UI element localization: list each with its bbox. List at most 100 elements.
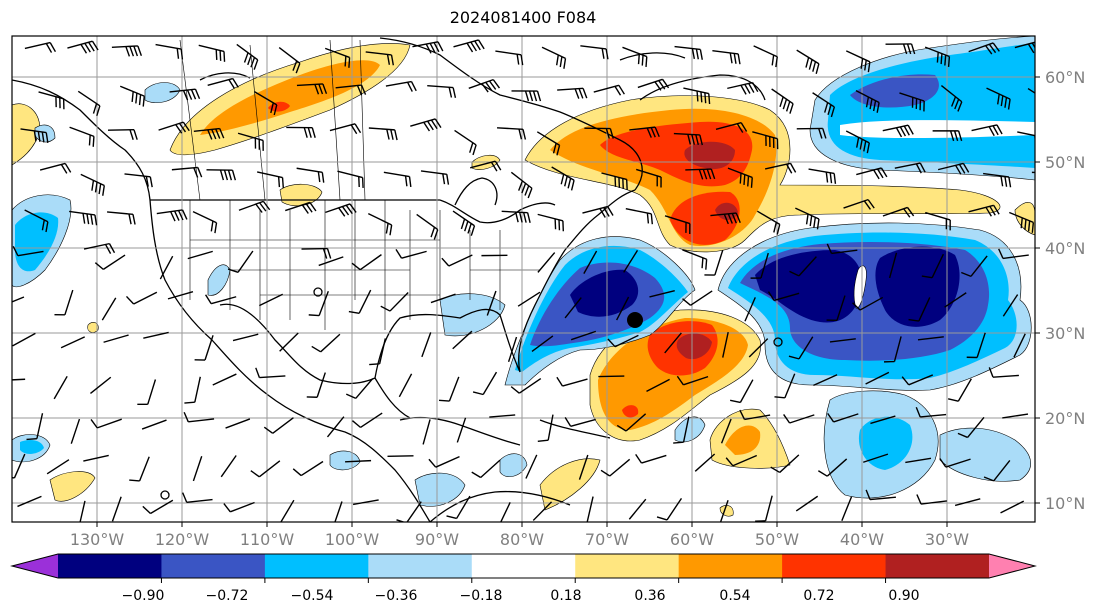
wind-barb-staff	[510, 171, 533, 189]
wind-barb-feather	[292, 468, 302, 477]
wind-barb-feather	[750, 177, 753, 188]
wind-barb-staff	[67, 40, 93, 49]
wind-barb-feather	[876, 102, 880, 113]
colorbar-segment	[161, 554, 266, 578]
wind-barb-feather	[735, 212, 741, 223]
wind-barb-feather	[1050, 173, 1053, 183]
wind-barb-staff	[416, 213, 439, 231]
wind-barb-staff	[541, 46, 566, 60]
wind-barb-feather	[906, 43, 912, 55]
wind-barb-staff	[69, 126, 95, 138]
wind-barb-staff	[764, 495, 773, 521]
wind-barb-staff	[918, 297, 931, 322]
wind-barb-staff	[468, 78, 494, 89]
wind-barb-feather	[452, 87, 457, 98]
wind-barb-staff	[39, 162, 66, 171]
wind-barb-feather	[255, 367, 261, 378]
wind-barb-feather	[84, 42, 91, 53]
wind-barb-staff	[547, 414, 554, 441]
wind-barb-feather	[555, 54, 559, 66]
wind-barb-feather	[215, 49, 218, 60]
wind-barb-staff	[517, 291, 541, 307]
wind-barb-feather	[957, 130, 963, 142]
wind-barb-feather	[957, 101, 963, 112]
wind-barb-feather	[785, 101, 791, 112]
wind-barb-staff	[335, 84, 362, 89]
wind-barb-staff	[401, 250, 427, 259]
wind-barb-feather	[903, 125, 910, 136]
wind-barb-feather	[26, 437, 37, 441]
wind-barb-feather	[1007, 99, 1011, 110]
wind-barb-staff	[167, 291, 194, 300]
wind-barb-feather	[231, 169, 237, 181]
wind-barb-feather	[556, 145, 561, 156]
wind-barb-feather	[259, 202, 267, 212]
wind-barb-feather	[779, 96, 784, 108]
wind-barb-feather	[827, 104, 832, 115]
colorbar-segment	[264, 554, 369, 578]
wind-barb-feather	[599, 208, 606, 218]
wind-barb-staff	[192, 456, 203, 482]
wind-barb-staff	[1002, 413, 1029, 419]
wind-barb-feather	[133, 129, 138, 140]
wind-barb-feather	[700, 91, 703, 103]
wind-barb-staff	[355, 378, 374, 399]
wind-barb-feather	[992, 125, 999, 136]
wind-barb-staff	[992, 374, 1019, 378]
wind-barb-feather	[1020, 217, 1023, 229]
wind-barb-staff	[968, 42, 994, 53]
wind-barb-feather	[863, 200, 872, 210]
wind-barb-feather	[552, 143, 557, 154]
wind-barb-feather	[80, 43, 88, 54]
wind-barb-feather	[322, 248, 328, 259]
wind-barb-feather	[470, 225, 476, 236]
wind-barb-feather	[125, 46, 131, 57]
wind-barb-staff	[237, 250, 254, 273]
wind-barb-feather	[494, 160, 502, 171]
wind-barb-staff	[870, 415, 896, 425]
wind-barb-feather	[227, 169, 233, 181]
wind-barb-feather	[901, 376, 910, 386]
wind-barb-staff	[808, 168, 835, 175]
wind-barb-staff	[318, 291, 329, 316]
wind-barb-feather	[33, 130, 37, 142]
wind-barb-feather	[740, 122, 748, 132]
wind-barb-feather	[770, 466, 781, 474]
wind-barb-staff	[564, 297, 582, 319]
wind-barb-feather	[895, 127, 903, 138]
wind-barb-staff	[518, 377, 542, 394]
wind-barb-feather	[567, 178, 572, 189]
wind-barb-staff	[694, 453, 716, 472]
wind-barb-staff	[12, 332, 36, 347]
wind-barb-staff	[795, 495, 819, 512]
wind-barb-staff	[635, 168, 662, 178]
wind-barb-feather	[833, 173, 837, 184]
wind-barb-feather	[1036, 42, 1041, 51]
wind-barb-feather	[1008, 176, 1012, 188]
wind-barb-staff	[813, 374, 838, 387]
wind-barb-staff	[908, 374, 934, 386]
wind-barb-feather	[603, 207, 610, 217]
lon-label: 130°W	[70, 530, 125, 549]
wind-barb-staff	[937, 162, 964, 171]
wind-barb-staff	[352, 499, 379, 506]
wind-barb-staff	[760, 252, 769, 279]
wind-barb-feather	[774, 396, 785, 399]
wind-barb-feather	[729, 399, 741, 404]
wind-barb-staff	[96, 418, 122, 429]
wind-barb-feather	[94, 262, 104, 270]
wind-barb-feather	[902, 43, 908, 55]
wind-barb-staff	[893, 336, 902, 362]
wind-barb-feather	[128, 213, 132, 225]
wind-barb-feather	[1027, 43, 1035, 54]
wind-barb-feather	[822, 128, 827, 139]
wind-barb-feather	[650, 213, 654, 225]
wind-barb-feather	[1044, 101, 1047, 111]
wind-barb-staff	[1031, 171, 1035, 174]
wind-barb-staff	[111, 45, 138, 48]
wind-barb-feather	[404, 175, 408, 187]
wind-barb-feather	[182, 492, 188, 503]
wind-barb-feather	[474, 40, 481, 51]
wind-barb-feather	[41, 131, 45, 143]
wind-barb-staff	[53, 375, 68, 400]
